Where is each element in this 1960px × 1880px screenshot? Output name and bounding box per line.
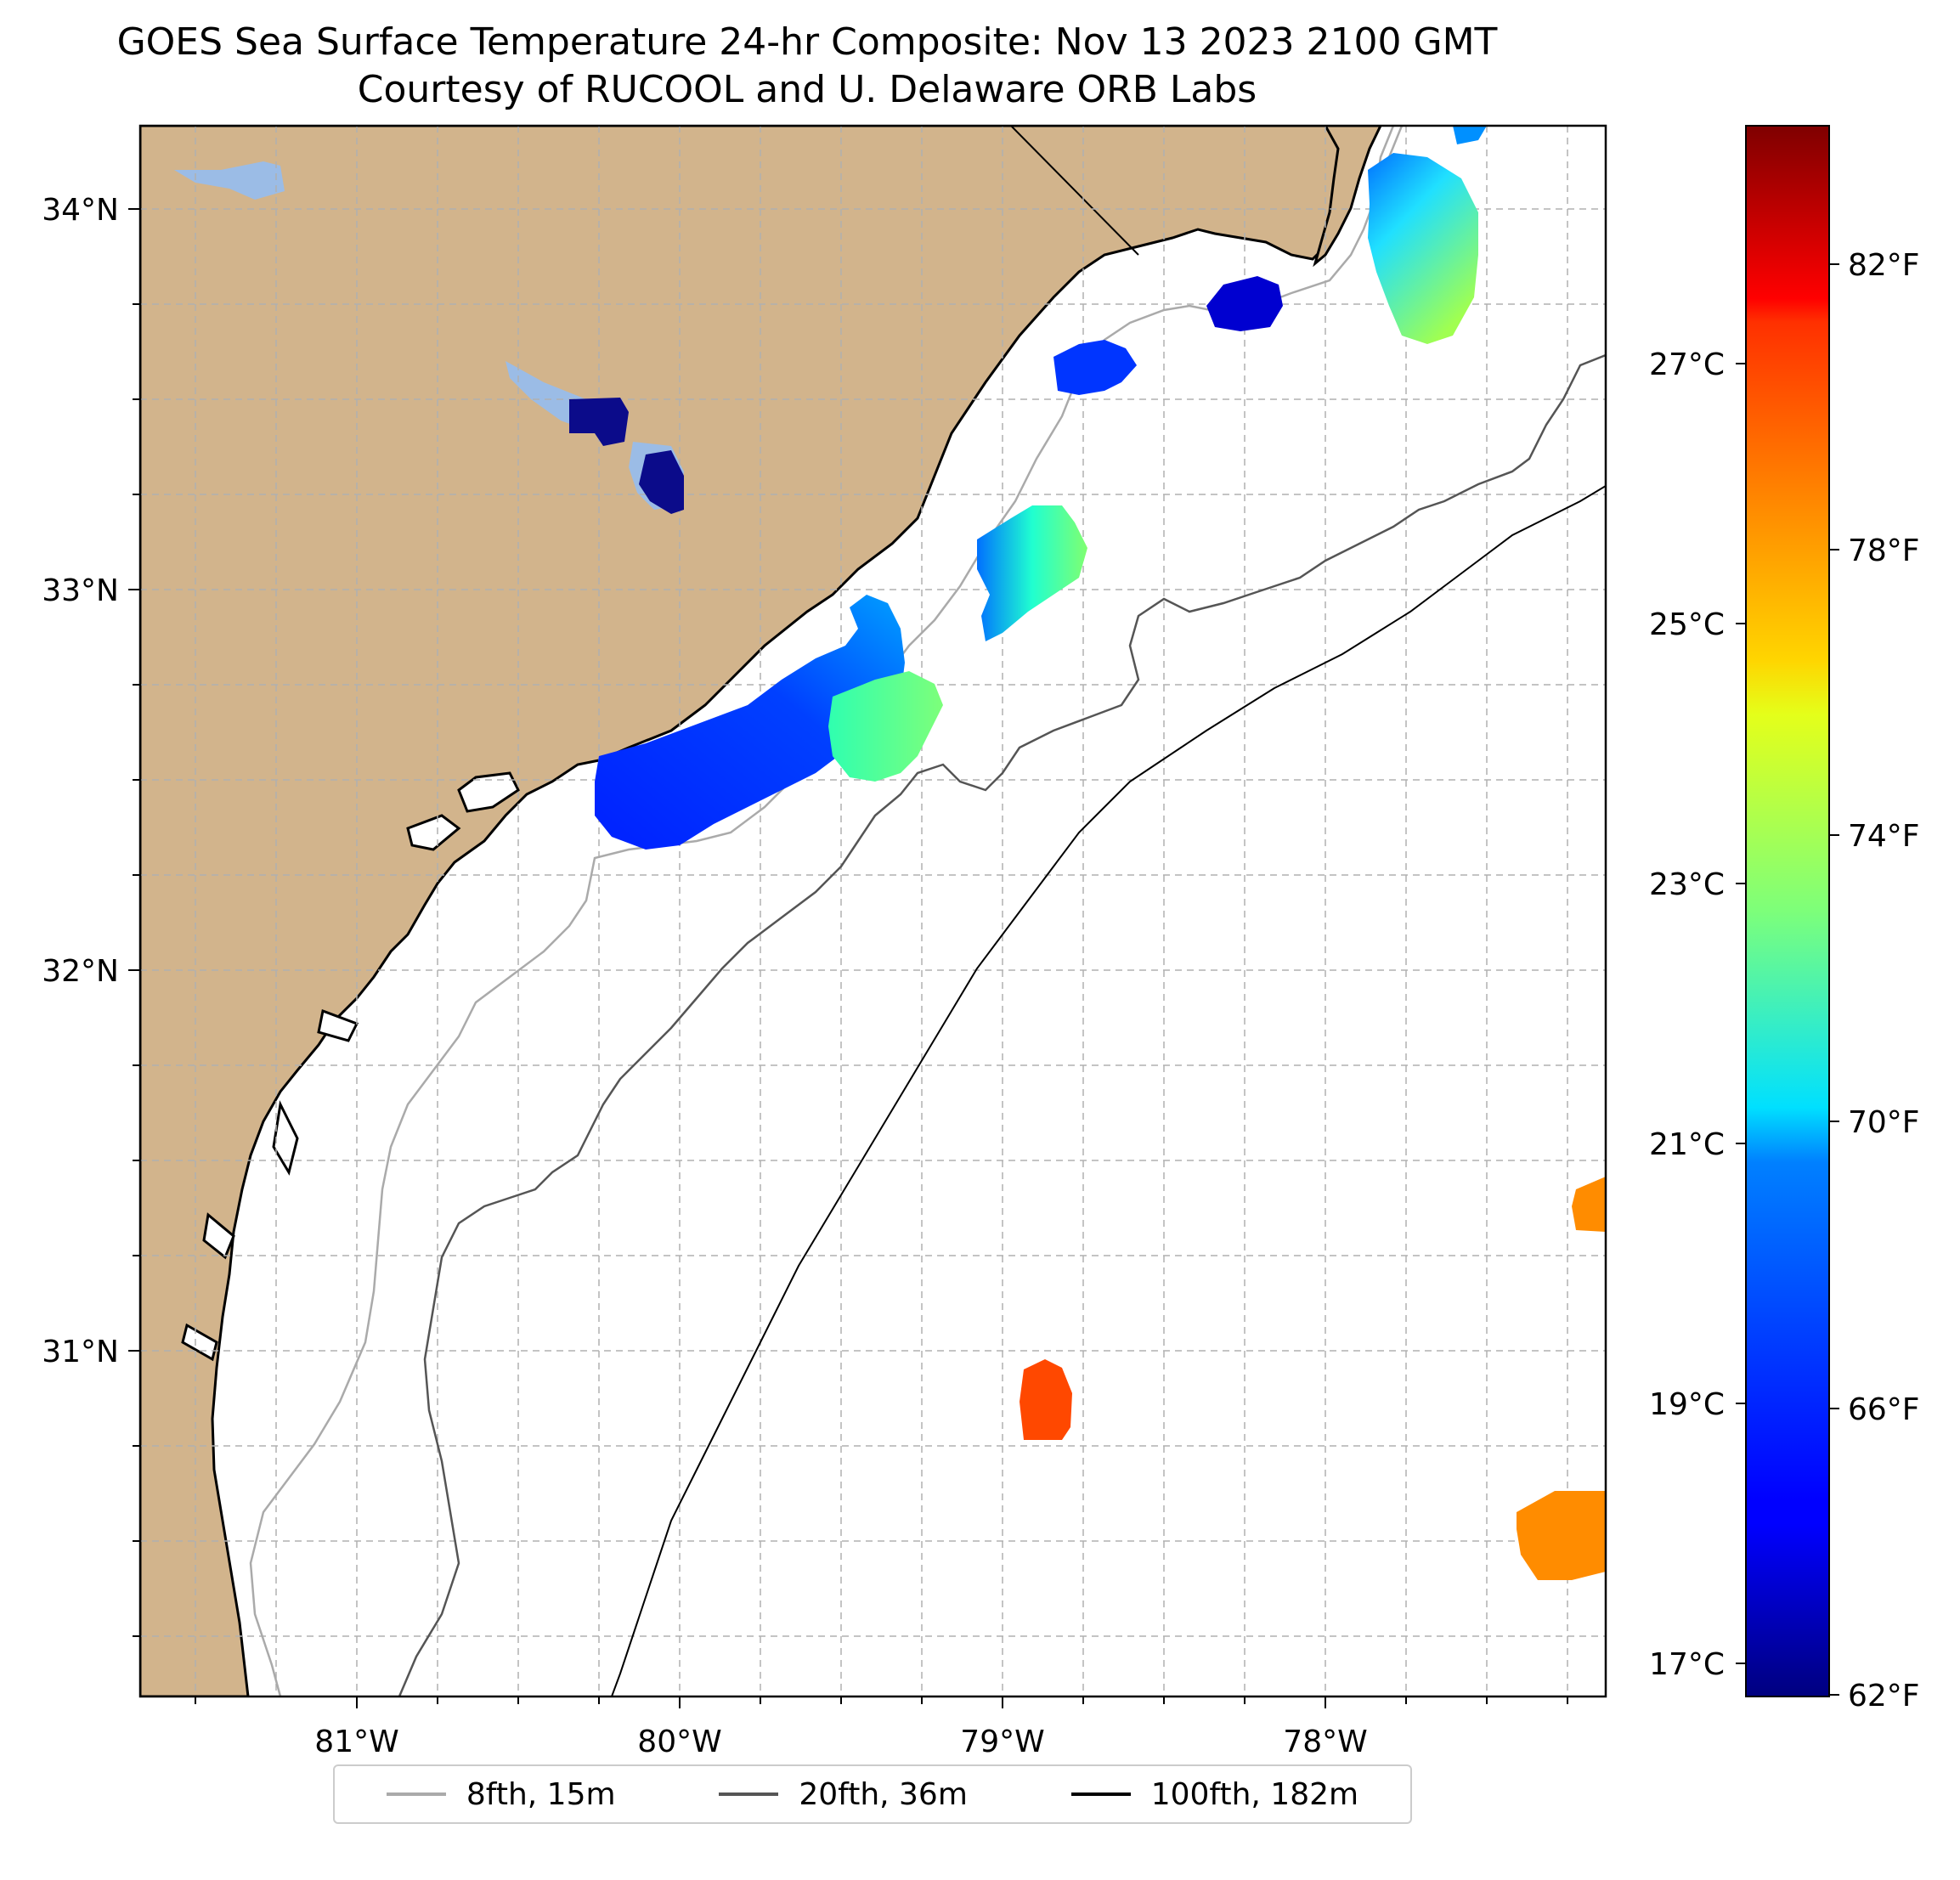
sst-patch-cape-fear-top <box>1453 126 1487 144</box>
upper-lake <box>174 161 285 200</box>
sound-2 <box>406 814 461 851</box>
sst-patch-lake-moultrie <box>639 450 684 514</box>
colorbar-f-tick-74: 74°F <box>1848 819 1920 854</box>
colorbar-f-tick-70: 70°F <box>1848 1105 1920 1140</box>
state-border <box>1010 126 1139 256</box>
sst-patch-gulfstream-south <box>1020 1359 1072 1440</box>
y-tick-label-32n: 32°N <box>42 954 119 989</box>
colorbar-c-tick-marks <box>1736 363 1746 1664</box>
legend-item-20fth: 20fth, 36m <box>719 1777 968 1812</box>
legend-item-100fth: 100fth, 182m <box>1070 1776 1359 1812</box>
isobath-20fth <box>398 353 1606 1697</box>
legend-label-20fth: 20fth, 36m <box>799 1776 968 1812</box>
sst-patch-long-bay <box>1206 276 1283 331</box>
colorbar-c-tick-21: 21°C <box>1649 1127 1725 1162</box>
legend-swatch-100fth <box>1070 1792 1131 1796</box>
legend-swatch-20fth <box>719 1792 779 1796</box>
map-subtitle: Courtesy of RUCOOL and U. Delaware ORB L… <box>357 68 1257 111</box>
sound-5 <box>202 1212 235 1260</box>
colorbar-c-tick-25: 25°C <box>1649 607 1725 642</box>
sound-4 <box>272 1100 299 1176</box>
x-tick-marks <box>195 1697 1568 1708</box>
sst-patch-gulfstream-east-2 <box>1517 1491 1606 1580</box>
sst-patch-offshore-charleston <box>828 671 943 782</box>
sound-3 <box>317 1008 359 1042</box>
isobath-8fth <box>249 126 1404 1697</box>
colorbar-c-tick-27: 27°C <box>1649 347 1725 382</box>
x-tick-label-79w: 79°W <box>960 1725 1044 1759</box>
land-cape-fear <box>1313 126 1382 268</box>
colorbar-f-tick-66: 66°F <box>1848 1392 1920 1427</box>
legend-item-8fth: 8fth, 15m <box>386 1776 616 1812</box>
y-tick-marks <box>128 208 140 1637</box>
gridlines <box>140 126 1606 1697</box>
colorbar-f-tick-marks <box>1829 263 1839 1696</box>
colorbar-f-tick-82: 82°F <box>1848 248 1920 283</box>
legend: 8fth, 15m 20fth, 36m 100fth, 182m <box>333 1764 1412 1824</box>
sst-patch-cape-romain <box>977 505 1087 641</box>
colorbar-f-tick-78: 78°F <box>1848 534 1920 568</box>
y-tick-label-33n: 33°N <box>42 573 119 608</box>
sound-1 <box>457 771 520 813</box>
y-tick-label-34n: 34°N <box>42 193 119 228</box>
isobath-100fth <box>611 485 1606 1697</box>
colorbar <box>1745 125 1830 1697</box>
colorbar-c-tick-23: 23°C <box>1649 867 1725 902</box>
x-tick-label-81w: 81°W <box>314 1725 398 1759</box>
x-tick-label-80w: 80°W <box>637 1725 721 1759</box>
colorbar-c-tick-17: 17°C <box>1649 1647 1725 1682</box>
legend-label-100fth: 100fth, 182m <box>1150 1776 1359 1812</box>
sst-patch-lake-marion <box>569 398 629 446</box>
legend-swatch-8fth <box>386 1792 446 1796</box>
x-tick-label-78w: 78°W <box>1283 1725 1367 1759</box>
colorbar-f-tick-62: 62°F <box>1848 1679 1920 1713</box>
colorbar-c-tick-19: 19°C <box>1649 1387 1725 1422</box>
sst-patch-cape-fear <box>1368 153 1478 344</box>
sst-patch-gulfstream-east-1 <box>1572 1177 1606 1232</box>
sst-patch-bulls-bay <box>1053 340 1137 395</box>
map-frame <box>138 124 1607 1698</box>
map-title: GOES Sea Surface Temperature 24-hr Compo… <box>116 20 1498 64</box>
legend-label-8fth: 8fth, 15m <box>466 1776 616 1812</box>
sound-6 <box>181 1323 218 1362</box>
y-tick-label-31n: 31°N <box>42 1335 119 1369</box>
sst-patch-nearshore-charleston <box>595 595 905 850</box>
